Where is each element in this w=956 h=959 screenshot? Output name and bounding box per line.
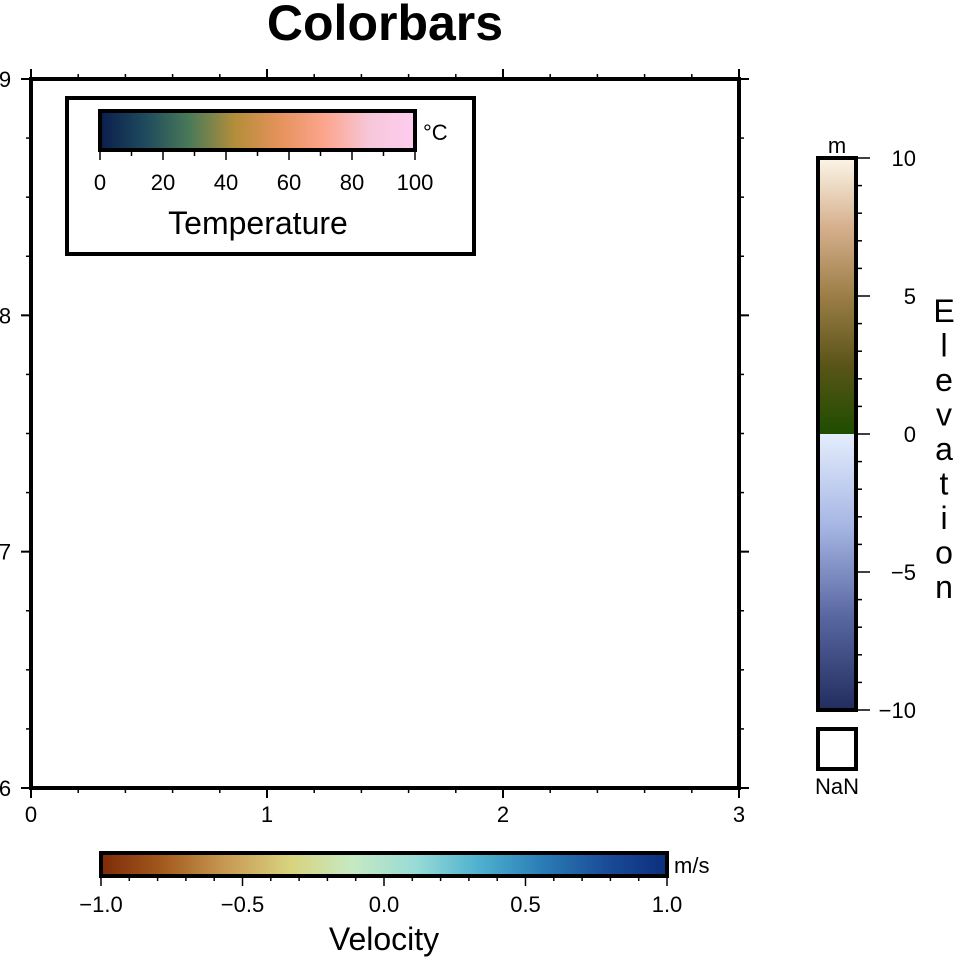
velocity-tick-label: 0.0 — [369, 892, 400, 917]
y-tick-label: 7 — [0, 540, 11, 565]
velocity-unit: m/s — [674, 853, 709, 878]
x-tick-label: 1 — [261, 802, 273, 827]
temperature-unit: °C — [423, 120, 448, 145]
elevation-tick-label: 10 — [892, 146, 916, 171]
velocity-tick-label: −0.5 — [221, 892, 264, 917]
y-tick-label: 6 — [0, 776, 11, 801]
temperature-tick-label: 0 — [94, 170, 106, 195]
temperature-tick-label: 100 — [397, 170, 434, 195]
elevation-label-letter: l — [940, 328, 947, 364]
elevation-label-letter: E — [933, 293, 954, 329]
chart-title: Colorbars — [267, 0, 503, 51]
temperature-label: Temperature — [168, 205, 348, 241]
temperature-tick-label: 20 — [151, 170, 175, 195]
elevation-colorbar-positive — [818, 158, 856, 434]
elevation-label-letter: a — [935, 431, 953, 467]
axis-labels: 0 1 2 3 6 7 8 9 — [0, 67, 745, 827]
elevation-label-letter: v — [936, 397, 952, 433]
x-tick-label: 0 — [25, 802, 37, 827]
elevation-tick-label: −10 — [879, 698, 916, 723]
y-tick-label: 9 — [0, 67, 11, 92]
velocity-tick-label: 0.5 — [510, 892, 541, 917]
elevation-unit: m — [828, 133, 846, 158]
temperature-tick-label: 60 — [277, 170, 301, 195]
elevation-label-letter: o — [935, 535, 953, 571]
temperature-colorbar-ramp — [98, 109, 417, 152]
elevation-colorbar-negative — [818, 434, 856, 710]
temperature-tick-label: 80 — [340, 170, 364, 195]
temperature-colorbar: 0 20 40 60 80 100 °C Temperature — [65, 96, 476, 256]
axis-ticks — [21, 69, 749, 798]
elevation-tick-label: −5 — [891, 560, 916, 585]
velocity-label: Velocity — [329, 921, 439, 957]
nan-swatch — [816, 727, 858, 771]
elevation-label-letter: e — [935, 362, 953, 398]
elevation-label-letter: t — [940, 466, 949, 502]
x-tick-label: 2 — [497, 802, 509, 827]
elevation-label-letter: n — [935, 569, 953, 605]
elevation-tick-label: 0 — [904, 422, 916, 447]
x-tick-label: 3 — [733, 802, 745, 827]
temperature-tick-label: 40 — [214, 170, 238, 195]
velocity-tick-label: −1.0 — [79, 892, 122, 917]
velocity-colorbar: −1.0 −0.5 0.0 0.5 1.0 m/s Velocity — [79, 851, 709, 957]
y-tick-label: 8 — [0, 303, 11, 328]
velocity-tick-label: 1.0 — [652, 892, 683, 917]
velocity-colorbar-ramp — [99, 851, 669, 878]
nan-label: NaN — [815, 774, 859, 799]
elevation-tick-label: 5 — [904, 284, 916, 309]
elevation-label-letter: i — [940, 500, 947, 536]
